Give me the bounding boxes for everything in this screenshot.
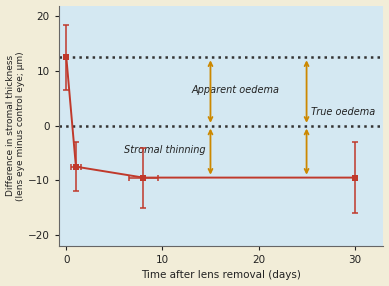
Y-axis label: Difference in stromal thickness
(lens eye minus control eye; μm): Difference in stromal thickness (lens ey…	[5, 51, 25, 200]
X-axis label: Time after lens removal (days): Time after lens removal (days)	[141, 271, 301, 281]
Text: Apparent oedema: Apparent oedema	[191, 85, 279, 95]
Text: True oedema: True oedema	[311, 107, 376, 117]
Text: Stromal thinning: Stromal thinning	[124, 145, 206, 155]
